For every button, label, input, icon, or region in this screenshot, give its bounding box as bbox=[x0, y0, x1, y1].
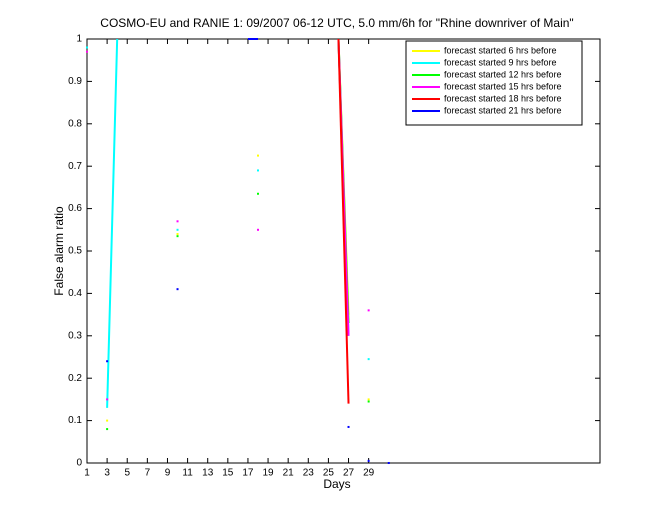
point bbox=[257, 192, 259, 195]
x-tick-label: 3 bbox=[104, 468, 110, 479]
point bbox=[347, 425, 350, 428]
chart-title: COSMO-EU and RANIE 1: 09/2007 06-12 UTC,… bbox=[100, 16, 573, 30]
y-tick-label: 1 bbox=[76, 34, 82, 45]
y-tick-label: 0.3 bbox=[68, 330, 82, 341]
legend-label: forecast started 18 hrs before bbox=[444, 93, 562, 103]
point bbox=[367, 459, 370, 462]
point bbox=[176, 220, 179, 223]
x-tick-label: 13 bbox=[202, 468, 214, 479]
x-tick-label: 11 bbox=[182, 468, 193, 479]
x-axis-label: Days bbox=[323, 477, 350, 491]
legend-label: forecast started 12 hrs before bbox=[444, 69, 562, 79]
x-tick-label: 25 bbox=[323, 468, 335, 479]
point bbox=[257, 228, 259, 231]
point bbox=[106, 360, 109, 363]
x-tick-label: 9 bbox=[165, 468, 171, 479]
y-tick-label: 0.7 bbox=[68, 161, 82, 172]
x-tick-label: 21 bbox=[283, 468, 295, 479]
point bbox=[106, 428, 109, 431]
y-tick-label: 0.4 bbox=[68, 288, 82, 299]
x-tick-label: 1 bbox=[84, 468, 90, 479]
point bbox=[367, 358, 370, 361]
point bbox=[106, 398, 109, 401]
y-tick-label: 0.6 bbox=[68, 203, 82, 214]
point bbox=[86, 46, 88, 49]
x-tick-label: 7 bbox=[145, 468, 151, 479]
x-tick-label: 23 bbox=[303, 468, 315, 479]
point bbox=[257, 154, 259, 157]
point bbox=[387, 462, 390, 464]
legend-label: forecast started 21 hrs before bbox=[444, 105, 562, 115]
x-tick-label: 15 bbox=[222, 468, 234, 479]
y-tick-label: 0 bbox=[76, 458, 82, 469]
series-line bbox=[337, 38, 350, 404]
x-tick-label: 19 bbox=[262, 468, 274, 479]
point bbox=[367, 309, 370, 312]
legend-label: forecast started 6 hrs before bbox=[444, 45, 557, 55]
y-tick-label: 0.8 bbox=[68, 118, 82, 129]
point bbox=[176, 228, 179, 231]
y-axis-label: False alarm ratio bbox=[52, 206, 66, 296]
x-tick-label: 17 bbox=[242, 468, 254, 479]
y-tick-label: 0.1 bbox=[68, 415, 82, 426]
x-tick-label: 29 bbox=[363, 468, 375, 479]
point bbox=[367, 400, 370, 403]
y-tick-label: 0.2 bbox=[68, 373, 82, 384]
point bbox=[86, 50, 88, 53]
point bbox=[257, 169, 259, 172]
point bbox=[367, 398, 370, 401]
legend-label: forecast started 15 hrs before bbox=[444, 81, 562, 91]
point bbox=[106, 419, 109, 422]
point bbox=[176, 288, 179, 291]
point bbox=[176, 233, 179, 236]
x-tick-label: 27 bbox=[343, 468, 355, 479]
x-tick-label: 5 bbox=[124, 468, 130, 479]
legend-label: forecast started 9 hrs before bbox=[444, 57, 557, 67]
y-tick-label: 0.9 bbox=[68, 76, 82, 87]
point bbox=[176, 235, 179, 238]
y-tick-label: 0.5 bbox=[68, 246, 82, 257]
